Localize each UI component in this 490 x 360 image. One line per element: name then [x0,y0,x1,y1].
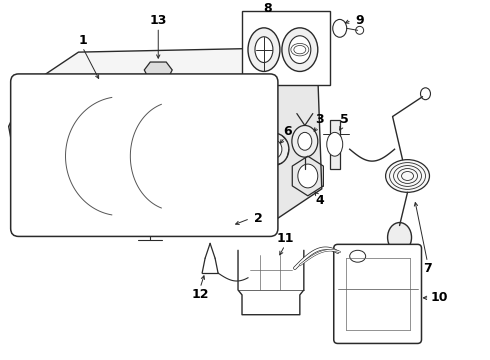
Ellipse shape [350,250,366,262]
Ellipse shape [327,132,343,156]
Ellipse shape [142,72,174,84]
Ellipse shape [268,140,282,158]
Text: 5: 5 [341,113,349,126]
Polygon shape [144,62,172,78]
Text: 8: 8 [264,2,272,15]
Ellipse shape [298,132,312,150]
FancyBboxPatch shape [11,74,278,237]
Polygon shape [26,47,317,87]
Text: 10: 10 [431,291,448,304]
Text: 13: 13 [149,14,167,27]
Ellipse shape [333,19,347,37]
FancyBboxPatch shape [334,244,421,343]
Ellipse shape [248,28,280,71]
Bar [330,120,340,169]
Polygon shape [265,47,322,224]
Ellipse shape [292,125,318,157]
Ellipse shape [255,37,273,63]
Text: 4: 4 [316,194,324,207]
Ellipse shape [289,36,311,63]
Ellipse shape [282,28,318,71]
Ellipse shape [386,159,429,192]
Text: 2: 2 [254,212,262,225]
Ellipse shape [261,133,289,165]
Ellipse shape [63,142,89,176]
Text: 3: 3 [316,113,324,126]
Text: 11: 11 [276,232,294,245]
Text: 6: 6 [284,125,292,138]
Ellipse shape [356,26,364,34]
Text: 1: 1 [78,34,87,47]
Text: 9: 9 [355,14,364,27]
Ellipse shape [420,88,431,100]
Ellipse shape [298,164,318,188]
Ellipse shape [148,81,168,91]
Text: 12: 12 [192,288,209,301]
Text: 7: 7 [423,262,432,275]
Ellipse shape [388,222,412,252]
Ellipse shape [55,133,96,185]
Bar [242,10,330,85]
